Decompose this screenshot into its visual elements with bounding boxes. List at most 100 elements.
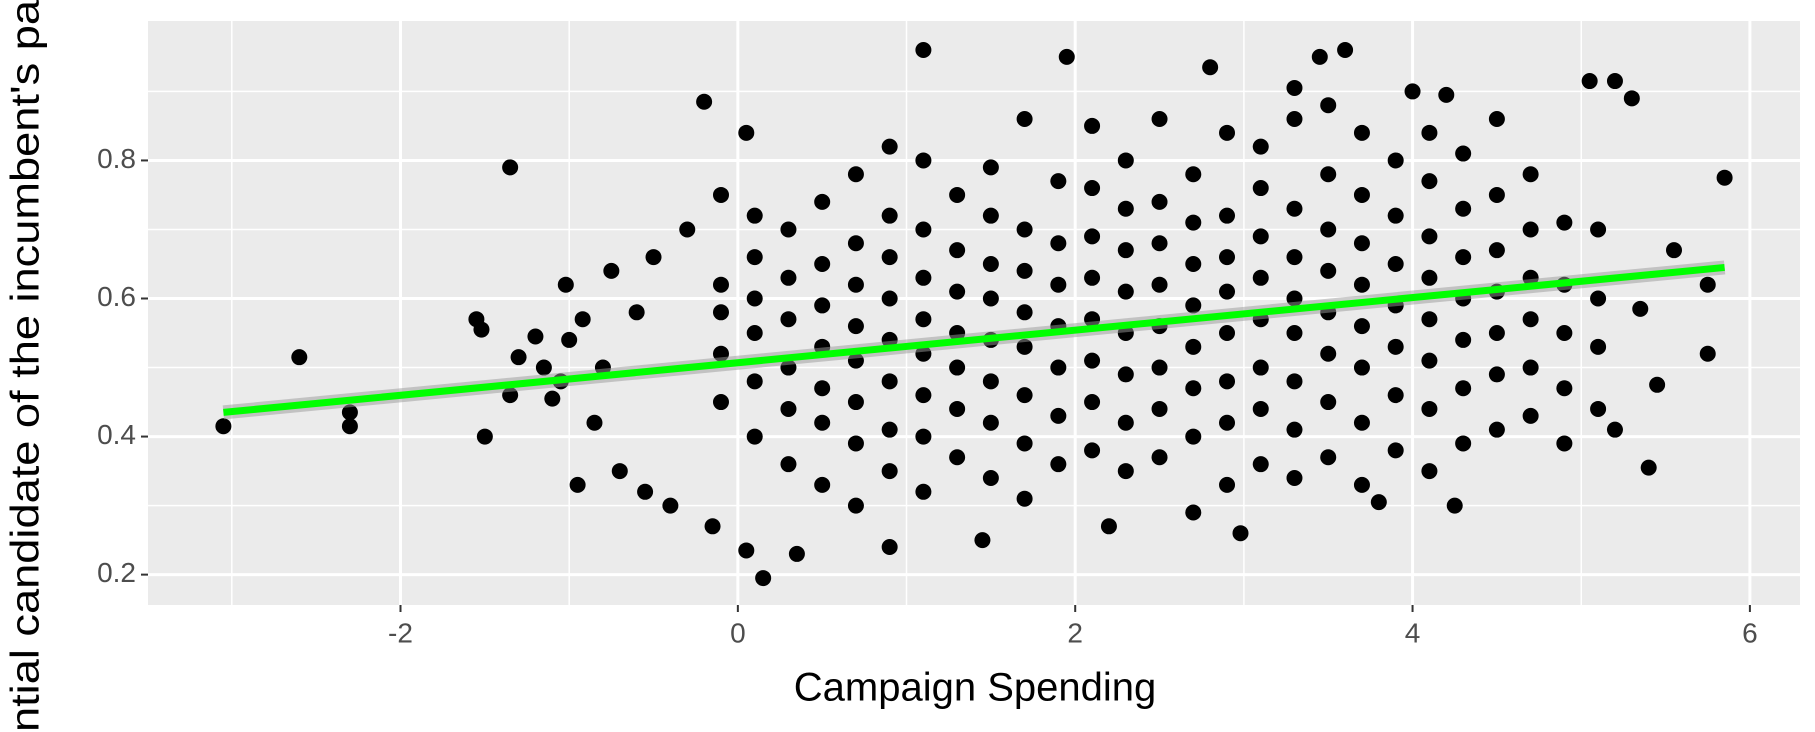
- point: [847, 166, 864, 183]
- point: [1117, 283, 1134, 300]
- point: [645, 249, 662, 266]
- point: [1100, 518, 1117, 535]
- y-tick-label: 0.2: [97, 557, 136, 588]
- point: [1556, 380, 1573, 397]
- point: [1117, 242, 1134, 259]
- point: [847, 435, 864, 452]
- point: [1050, 407, 1067, 424]
- point: [712, 304, 729, 321]
- point: [712, 394, 729, 411]
- point: [1522, 311, 1539, 328]
- point: [1252, 180, 1269, 197]
- point: [628, 304, 645, 321]
- x-tick-label: 2: [1067, 617, 1083, 648]
- point: [1320, 449, 1337, 466]
- point: [881, 138, 898, 155]
- point: [1320, 221, 1337, 238]
- point: [1320, 394, 1337, 411]
- point: [215, 418, 232, 435]
- point: [1252, 228, 1269, 245]
- point: [1522, 166, 1539, 183]
- trend-line: [223, 263, 1725, 416]
- point: [679, 221, 696, 238]
- point: [1219, 476, 1236, 493]
- point: [881, 463, 898, 480]
- point: [746, 207, 763, 224]
- point: [1185, 297, 1202, 314]
- point: [696, 93, 713, 110]
- point: [1016, 490, 1033, 507]
- point: [1421, 269, 1438, 286]
- point: [611, 463, 628, 480]
- point: [291, 349, 308, 366]
- point: [1353, 186, 1370, 203]
- point: [1151, 193, 1168, 210]
- point: [1455, 200, 1472, 217]
- point: [569, 476, 586, 493]
- point: [1202, 59, 1219, 76]
- point: [949, 400, 966, 417]
- point: [738, 542, 755, 559]
- point: [1286, 200, 1303, 217]
- point: [746, 249, 763, 266]
- point: [1151, 449, 1168, 466]
- point: [1219, 124, 1236, 141]
- panel: [148, 21, 1800, 605]
- y-tick-label: 0.6: [97, 281, 136, 312]
- point: [915, 41, 932, 58]
- x-axis-title: Campaign Spending: [794, 666, 1156, 710]
- point: [561, 331, 578, 348]
- point: [574, 311, 591, 328]
- point: [510, 349, 527, 366]
- point: [502, 159, 519, 176]
- point: [1716, 169, 1733, 186]
- point: [1084, 228, 1101, 245]
- point: [982, 414, 999, 431]
- point: [535, 359, 552, 376]
- point: [1185, 166, 1202, 183]
- point: [847, 318, 864, 335]
- point: [1151, 235, 1168, 252]
- point: [1699, 345, 1716, 362]
- point: [847, 497, 864, 514]
- point: [662, 497, 679, 514]
- point: [915, 269, 932, 286]
- point: [755, 570, 772, 587]
- point: [1084, 442, 1101, 459]
- point: [1151, 400, 1168, 417]
- point: [1219, 283, 1236, 300]
- point: [557, 276, 574, 293]
- point: [1404, 83, 1421, 100]
- y-tick-label: 0.4: [97, 419, 136, 450]
- point: [1016, 221, 1033, 238]
- point: [1016, 387, 1033, 404]
- point: [1232, 525, 1249, 542]
- point: [473, 321, 490, 338]
- point: [780, 311, 797, 328]
- point: [1606, 73, 1623, 90]
- point: [1016, 262, 1033, 279]
- point: [1252, 138, 1269, 155]
- point: [915, 152, 932, 169]
- point: [915, 387, 932, 404]
- point: [982, 373, 999, 390]
- point: [1286, 421, 1303, 438]
- point: [1556, 325, 1573, 342]
- point: [814, 414, 831, 431]
- point: [881, 207, 898, 224]
- y-tick-label: 0.8: [97, 143, 136, 174]
- point: [1252, 359, 1269, 376]
- point: [949, 186, 966, 203]
- point: [1016, 435, 1033, 452]
- point: [1421, 173, 1438, 190]
- point: [1084, 269, 1101, 286]
- point: [1084, 180, 1101, 197]
- point: [915, 428, 932, 445]
- point: [1252, 269, 1269, 286]
- point: [746, 290, 763, 307]
- point: [1606, 421, 1623, 438]
- point: [881, 249, 898, 266]
- point: [1387, 442, 1404, 459]
- point: [1185, 428, 1202, 445]
- point: [1117, 200, 1134, 217]
